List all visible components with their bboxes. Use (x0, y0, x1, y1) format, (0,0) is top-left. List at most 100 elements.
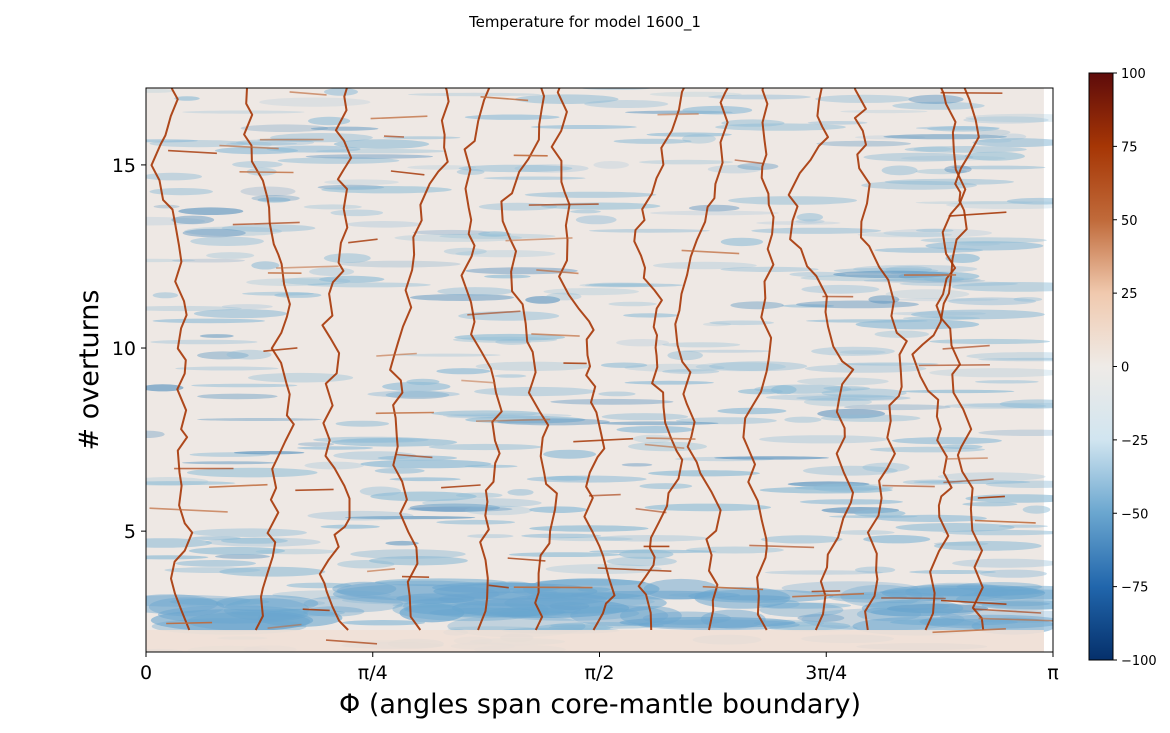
cold-patch (1006, 197, 1053, 205)
cold-patch (883, 228, 992, 238)
cold-patch (259, 97, 371, 107)
cold-patch (915, 168, 967, 175)
cold-patch (367, 390, 460, 398)
x-tick-label: 3π/4 (805, 662, 847, 684)
cold-patch (308, 116, 351, 126)
cold-patch (320, 524, 380, 529)
cold-patch (174, 96, 200, 101)
cold-patch (963, 116, 1049, 124)
cold-patch (801, 284, 880, 294)
cold-patch (337, 560, 395, 569)
hot-streak (325, 639, 378, 645)
cold-patch (152, 318, 266, 324)
hot-plume (674, 88, 729, 631)
cold-patch (478, 231, 511, 237)
cold-patch (721, 119, 785, 127)
cold-patch (874, 330, 929, 338)
cold-patch (272, 590, 391, 600)
cold-patch (530, 125, 637, 129)
cold-patch (962, 502, 1018, 507)
cold-patch (965, 113, 1053, 123)
hot-streak (367, 568, 395, 573)
cold-patch (346, 221, 423, 228)
cold-patch (146, 481, 236, 486)
cold-patch (702, 322, 732, 327)
hot-streak (973, 608, 1042, 614)
cold-patch (319, 275, 385, 283)
cold-patch (584, 100, 669, 108)
cold-patch (206, 252, 255, 259)
hot-streak (978, 617, 1053, 622)
cold-patch (182, 110, 305, 114)
hot-streak (536, 269, 579, 275)
cold-patch (330, 209, 384, 217)
cold-patch (650, 210, 779, 216)
cold-patch (759, 435, 889, 444)
cold-patch (525, 296, 561, 304)
cold-patch (600, 362, 648, 368)
cold-patch (905, 585, 1040, 597)
cold-patch (999, 399, 1053, 409)
hot-plume (787, 88, 855, 631)
cold-patch (410, 294, 514, 301)
hot-streak (635, 507, 667, 514)
cold-patch (546, 292, 582, 301)
cold-patch (908, 94, 964, 104)
cold-patch (187, 612, 311, 631)
cold-patch (662, 342, 741, 348)
cold-patch (543, 449, 596, 459)
x-tick-label: π (1047, 662, 1058, 684)
cold-patch (332, 581, 397, 596)
cold-patch (251, 195, 300, 202)
cold-patch (606, 556, 677, 567)
hot-streak (295, 488, 334, 492)
cold-patch (639, 159, 734, 165)
cold-patch (861, 180, 977, 190)
cold-patch (797, 377, 889, 386)
cold-patch (624, 363, 725, 372)
hot-streak (588, 493, 621, 497)
hot-streak (531, 333, 580, 337)
cold-patch (497, 418, 610, 426)
hot-streak (505, 237, 573, 242)
cold-patch (297, 442, 334, 447)
cold-patch (475, 361, 591, 371)
cold-patch (428, 443, 542, 451)
cold-patch (593, 161, 629, 169)
cold-patch (226, 349, 272, 360)
hot-streak (528, 203, 599, 206)
hot-streak (646, 437, 696, 440)
cold-patch (197, 351, 249, 360)
cold-patch (507, 489, 534, 496)
hot-streak (289, 91, 327, 96)
cold-patch (695, 362, 786, 372)
cold-patch (863, 152, 974, 162)
cold-patch (437, 287, 514, 296)
colorbar-tick-label: 100 (1121, 67, 1146, 82)
cold-patch (761, 535, 843, 544)
cold-patch (648, 470, 760, 477)
cold-patch (309, 267, 355, 277)
cold-patch (526, 475, 647, 483)
cold-patch (464, 114, 560, 120)
cold-patch (323, 253, 371, 263)
cold-patch (890, 311, 986, 316)
hot-plume (500, 88, 558, 631)
cold-patch (796, 213, 823, 222)
cold-patch (274, 292, 322, 298)
cold-patch (892, 101, 985, 110)
colorbar (1088, 72, 1114, 661)
cold-patch (642, 611, 732, 625)
y-axis-label: # overturns (74, 290, 105, 451)
cold-patch (688, 204, 740, 212)
cold-patch (913, 480, 1031, 484)
cold-patch (442, 413, 572, 418)
cold-patch (215, 554, 270, 559)
cold-patch (514, 164, 589, 173)
cold-patch (316, 149, 447, 154)
cold-patch (899, 281, 1018, 287)
cold-patch (344, 516, 476, 520)
hot-streak (348, 238, 378, 244)
colorbar-tick-label: 25 (1121, 287, 1138, 302)
cold-patch (188, 546, 286, 555)
